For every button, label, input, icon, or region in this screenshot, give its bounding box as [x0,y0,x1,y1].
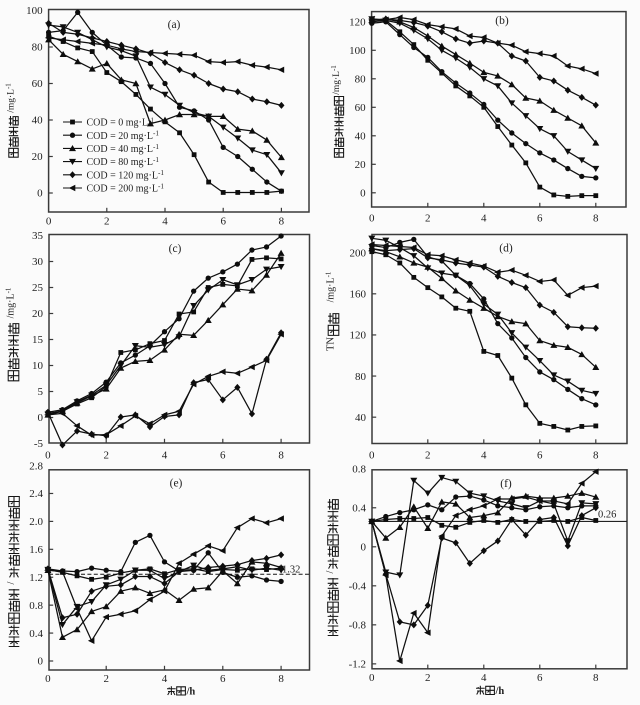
svg-text:0: 0 [46,216,52,228]
svg-text:0: 0 [360,188,366,200]
svg-text:COD = 0 mg·L-1: COD = 0 mg·L-1 [87,116,155,128]
svg-text:20: 20 [32,308,44,320]
svg-text:TN: TN [326,337,337,351]
svg-text:COD = 40 mg·L-1: COD = 40 mg·L-1 [87,143,160,155]
svg-text:COD = 20 mg·L-1: COD = 20 mg·L-1 [87,130,160,142]
svg-text:-5: -5 [34,438,44,450]
svg-text:/mg·L-1: /mg·L-1 [5,287,17,318]
svg-text:0.8: 0.8 [352,463,366,475]
svg-text:80: 80 [355,74,367,86]
svg-text:120: 120 [349,17,366,29]
svg-text:2: 2 [104,216,110,228]
svg-text:25: 25 [32,282,44,294]
svg-text:-0.4: -0.4 [349,581,367,593]
svg-text:8: 8 [279,216,285,228]
svg-text:/mg·L-1: /mg·L-1 [5,83,17,113]
svg-text:/h: /h [495,686,505,697]
svg-text:0.26: 0.26 [598,510,616,521]
svg-text:15: 15 [32,334,44,346]
svg-text:4: 4 [481,450,487,462]
svg-text:10: 10 [32,360,44,372]
svg-text:20: 20 [32,151,44,163]
svg-text:0: 0 [45,673,51,685]
svg-text:6: 6 [220,450,226,462]
svg-text:(f): (f) [500,478,512,490]
svg-text:2: 2 [103,450,109,462]
svg-text:-0.8: -0.8 [349,620,367,632]
svg-text:6: 6 [537,213,543,225]
svg-text:(d): (d) [499,243,513,255]
svg-text:120: 120 [350,330,367,342]
svg-text:0: 0 [369,450,375,462]
svg-text:60: 60 [355,102,367,114]
svg-text:2.8: 2.8 [29,460,43,472]
svg-text:COD = 200 mg·L-1: COD = 200 mg·L-1 [87,182,165,194]
svg-text:2: 2 [425,213,431,225]
svg-text:40: 40 [355,131,367,143]
svg-text:8: 8 [593,213,599,225]
svg-text:(c): (c) [169,243,182,255]
svg-text:40: 40 [355,412,367,424]
svg-text:2: 2 [103,673,109,685]
svg-text:60: 60 [32,78,44,90]
svg-text:COD = 120 mg·L-1: COD = 120 mg·L-1 [87,169,165,181]
svg-text:0.4: 0.4 [352,502,366,514]
svg-text:160: 160 [350,289,367,301]
svg-text:0.4: 0.4 [29,628,43,640]
svg-text:/h: /h [186,687,196,698]
svg-text:/: / [6,581,17,584]
svg-text:6: 6 [220,216,226,228]
svg-text:35: 35 [32,230,44,242]
svg-text:/mg·L-1: /mg·L-1 [325,271,337,302]
svg-text:4: 4 [162,673,168,685]
svg-text:80: 80 [355,371,367,383]
svg-text:/mg·L-1: /mg·L-1 [330,65,342,95]
svg-text:40: 40 [32,115,44,127]
svg-text:0.8: 0.8 [29,600,43,612]
svg-text:4: 4 [481,672,487,684]
svg-text:0: 0 [45,450,51,462]
svg-text:100: 100 [26,5,43,17]
svg-text:2: 2 [425,672,431,684]
svg-text:1.32: 1.32 [282,565,300,576]
svg-text:200: 200 [350,247,367,259]
svg-text:4: 4 [481,213,487,225]
svg-text:80: 80 [32,42,44,54]
svg-text:2.0: 2.0 [29,516,43,528]
svg-text:-1.2: -1.2 [349,659,366,671]
svg-text:0: 0 [369,672,375,684]
svg-text:6: 6 [537,672,543,684]
svg-text:2.4: 2.4 [29,488,43,500]
svg-text:/: / [325,570,336,573]
svg-text:100: 100 [349,45,366,57]
svg-text:8: 8 [593,672,599,684]
svg-text:8: 8 [593,450,599,462]
svg-text:(b): (b) [495,15,509,27]
svg-text:6: 6 [537,450,543,462]
svg-text:4: 4 [162,450,168,462]
svg-text:5: 5 [38,386,44,398]
svg-text:(a): (a) [168,19,181,31]
svg-text:(e): (e) [170,478,183,490]
svg-text:1.6: 1.6 [29,544,43,556]
svg-text:0: 0 [38,412,44,424]
svg-text:0: 0 [38,656,44,668]
svg-text:0: 0 [369,213,375,225]
svg-text:1.2: 1.2 [29,572,43,584]
svg-text:0: 0 [361,542,367,554]
svg-text:30: 30 [32,256,44,268]
svg-text:6: 6 [220,673,226,685]
svg-text:2: 2 [425,450,431,462]
svg-text:4: 4 [162,216,168,228]
svg-text:0: 0 [37,188,43,200]
svg-text:COD = 80 mg·L-1: COD = 80 mg·L-1 [87,156,160,168]
svg-text:8: 8 [278,673,284,685]
svg-text:8: 8 [278,450,284,462]
svg-text:20: 20 [355,159,367,171]
